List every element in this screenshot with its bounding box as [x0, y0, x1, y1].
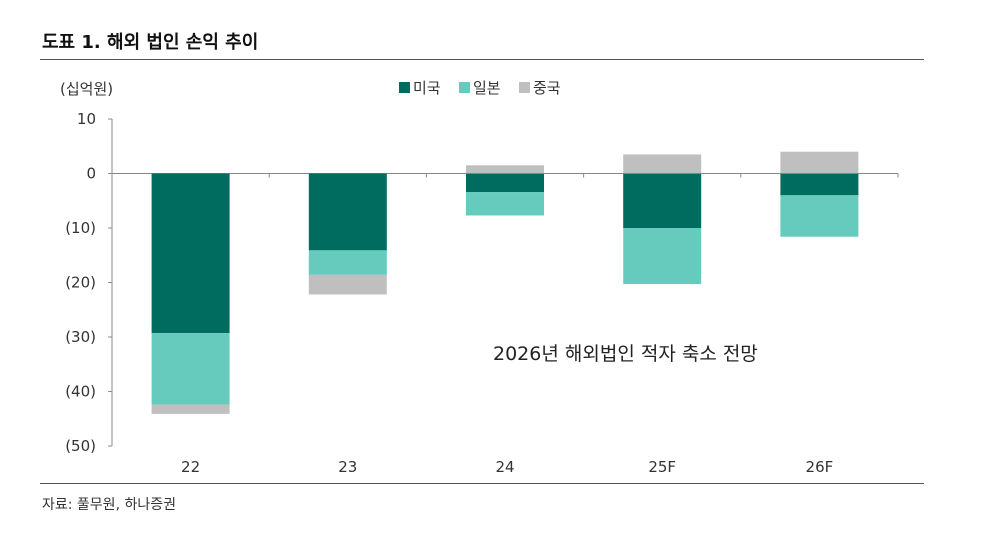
bottom-divider — [40, 483, 924, 484]
x-tick-label: 22 — [181, 458, 200, 476]
bar-24-미국 — [466, 173, 544, 193]
x-tick-label: 24 — [495, 458, 514, 476]
legend-swatch — [459, 82, 470, 93]
bar-26F-중국 — [780, 151, 859, 174]
legend-swatch — [399, 82, 410, 93]
y-tick-label: 0 — [86, 165, 96, 183]
legend-label: 일본 — [473, 79, 501, 97]
bar-22-중국 — [151, 404, 230, 414]
chart-title: 도표 1. 해외 법인 손익 추이 — [42, 32, 259, 53]
bar-25F-미국 — [623, 173, 702, 228]
bar-24-중국 — [466, 165, 544, 174]
y-tick-label: 10 — [77, 110, 96, 128]
bar-25F-일본 — [623, 228, 702, 285]
legend: 미국 일본 중국 — [399, 79, 561, 97]
y-tick-label: (30) — [65, 328, 96, 346]
x-tick-label: 23 — [338, 458, 357, 476]
bar-23-일본 — [308, 250, 387, 275]
legend-label: 중국 — [533, 79, 561, 97]
bar-26F-미국 — [780, 173, 859, 196]
x-tick-label: 25F — [648, 458, 676, 476]
legend-swatch — [519, 82, 530, 93]
top-divider — [40, 59, 924, 60]
bar-22-일본 — [151, 333, 230, 405]
bar-22-미국 — [151, 173, 230, 334]
bar-23-미국 — [308, 173, 387, 251]
unit-label: (십억원) — [60, 80, 113, 98]
bars — [151, 151, 859, 414]
x-axis-labels: 22 23 24 25F 26F — [181, 458, 833, 476]
bar-24-일본 — [466, 192, 544, 216]
bar-23-중국 — [308, 274, 387, 295]
chart-annotation: 2026년 해외법인 적자 축소 전망 — [493, 343, 758, 365]
bar-25F-중국 — [623, 154, 702, 174]
legend-label: 미국 — [413, 79, 441, 97]
y-tick-label: (40) — [65, 383, 96, 401]
x-tick-label: 26F — [806, 458, 834, 476]
y-axis: 10 0 (10) (20) (30) (40) (50) — [65, 110, 899, 455]
bar-26F-일본 — [780, 195, 859, 237]
y-tick-label: (20) — [65, 274, 96, 292]
y-tick-label: (10) — [65, 219, 96, 237]
y-tick-label: (50) — [65, 437, 96, 455]
source-note: 자료: 풀무원, 하나증권 — [42, 497, 176, 513]
